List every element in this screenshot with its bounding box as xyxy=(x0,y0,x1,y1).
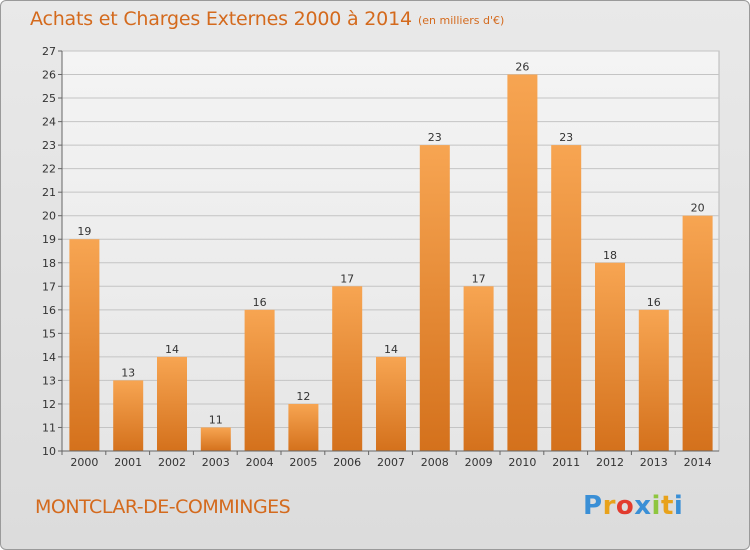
y-tick-label: 18 xyxy=(42,257,56,270)
bar-value-label: 18 xyxy=(603,249,617,262)
bar-value-label: 26 xyxy=(515,61,529,74)
x-tick-label: 2009 xyxy=(465,456,493,469)
x-axis: 2000 2001 2002 2003 2004 2005 2006 2007 2008 2009… xyxy=(61,450,719,469)
bar-value-label: 16 xyxy=(253,296,267,309)
x-tick-label: 2006 xyxy=(333,456,361,469)
bar-2012 xyxy=(595,262,625,451)
logo-letter: P xyxy=(583,491,603,521)
bar-value-label: 12 xyxy=(296,390,310,403)
y-tick-label: 26 xyxy=(42,69,56,82)
y-tick-label: 11 xyxy=(42,421,56,434)
y-tick-label: 23 xyxy=(42,139,56,152)
bar-2008 xyxy=(419,145,450,451)
x-tick-label: 2011 xyxy=(552,456,580,469)
x-tick-label: 2001 xyxy=(114,456,142,469)
x-tick-label: 2004 xyxy=(246,456,274,469)
y-tick-label: 27 xyxy=(42,45,56,58)
bar-value-label: 16 xyxy=(647,296,661,309)
y-axis: 10 11 12 13 14 15 16 17 18 19 20 21 22 23 24 25 26 27 xyxy=(42,45,63,458)
y-tick-label: 19 xyxy=(42,233,56,246)
y-tick-label: 21 xyxy=(42,186,56,199)
y-tick-label: 24 xyxy=(42,116,56,129)
y-tick-label: 25 xyxy=(42,92,56,105)
bar-value-label: 14 xyxy=(165,343,179,356)
bar-value-label: 14 xyxy=(384,343,398,356)
y-tick-label: 14 xyxy=(42,351,56,364)
bar-2004 xyxy=(244,309,275,451)
y-tick-label: 17 xyxy=(42,280,56,293)
x-tick-label: 2002 xyxy=(158,456,186,469)
x-tick-label: 2014 xyxy=(684,456,712,469)
x-tick-label: 2008 xyxy=(421,456,449,469)
bar-value-label: 20 xyxy=(691,202,705,215)
bar-value-label: 17 xyxy=(472,272,486,285)
y-tick-label: 22 xyxy=(42,163,56,176)
x-tick-label: 2005 xyxy=(289,456,317,469)
y-tick-label: 12 xyxy=(42,398,56,411)
x-tick-label: 2000 xyxy=(70,456,98,469)
logo-letter: x xyxy=(634,491,652,521)
bar-2011 xyxy=(551,145,582,451)
bar-2009 xyxy=(463,286,494,451)
chart-subtitle: (en milliers d'€) xyxy=(418,14,505,27)
bars: 19 13 14 11 16 12 17 14 23 17 26 23 18 16 20 xyxy=(69,61,713,451)
y-tick-label: 20 xyxy=(42,210,56,223)
bar-value-label: 23 xyxy=(428,131,442,144)
bar-2001 xyxy=(113,380,144,451)
bar-value-label: 11 xyxy=(209,413,223,426)
bar-2010 xyxy=(507,74,538,451)
x-tick-label: 2007 xyxy=(377,456,405,469)
y-tick-label: 16 xyxy=(42,304,56,317)
bar-2003 xyxy=(200,427,231,451)
logo-letter: i xyxy=(651,491,661,521)
bar-value-label: 17 xyxy=(340,272,354,285)
bar-value-label: 13 xyxy=(121,366,135,379)
logo-letter: r xyxy=(602,491,616,521)
commune-name: MONTCLAR-DE-COMMINGES xyxy=(35,496,291,518)
bar-2000 xyxy=(69,239,100,451)
y-tick-label: 10 xyxy=(42,445,56,458)
bar-2006 xyxy=(332,286,363,451)
logo-letter: o xyxy=(615,491,635,521)
bar-2013 xyxy=(638,309,669,451)
x-tick-label: 2003 xyxy=(202,456,230,469)
logo-letter: i xyxy=(673,491,684,521)
bar-2002 xyxy=(157,356,187,451)
y-tick-label: 13 xyxy=(42,374,56,387)
bar-2007 xyxy=(376,356,406,451)
bar-value-label: 23 xyxy=(559,131,573,144)
logo-letter: t xyxy=(660,491,674,521)
chart-title: Achats et Charges Externes 2000 à 2014 xyxy=(30,8,412,30)
bar-value-label: 19 xyxy=(77,225,91,238)
x-tick-label: 2012 xyxy=(596,456,624,469)
y-tick-label: 15 xyxy=(42,327,56,340)
bar-2005 xyxy=(288,403,319,451)
bar-2014 xyxy=(682,215,713,451)
proxiti-logo: Proxiti xyxy=(583,491,683,521)
x-tick-label: 2010 xyxy=(508,456,536,469)
x-tick-label: 2013 xyxy=(640,456,668,469)
